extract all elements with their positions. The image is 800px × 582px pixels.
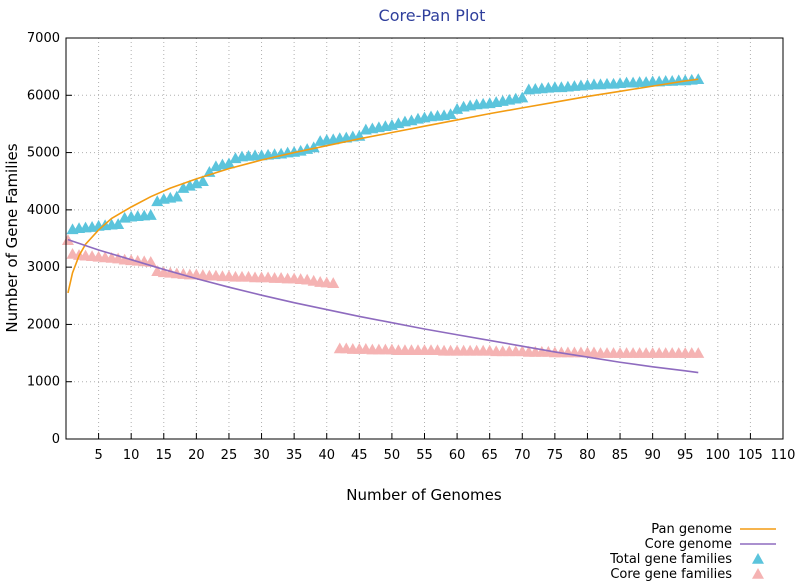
x-tick-label: 15	[155, 448, 172, 463]
x-tick-label: 90	[644, 448, 661, 463]
y-tick-label: 7000	[27, 31, 60, 46]
x-tick-label: 60	[449, 448, 466, 463]
x-tick-label: 40	[318, 448, 335, 463]
total-gene-families-legend-swatch	[752, 553, 764, 564]
x-tick-label: 70	[514, 448, 531, 463]
x-tick-label: 35	[286, 448, 303, 463]
y-tick-label: 5000	[27, 146, 60, 161]
total-gene-families-point	[692, 73, 705, 85]
x-tick-label: 65	[481, 448, 498, 463]
total-gene-families-point	[144, 209, 157, 220]
total-gene-families-point	[444, 108, 457, 119]
x-tick-label: 45	[351, 448, 368, 463]
y-tick-label: 6000	[27, 88, 60, 103]
x-tick-label: 85	[612, 448, 629, 463]
total-gene-families-legend-label: Total gene families	[609, 552, 732, 567]
core-gene-families-point	[692, 347, 705, 358]
y-axis-ticks: 0 1000 2000 3000 4000 5000 6000 7000	[27, 31, 72, 447]
x-tick-label: 100	[705, 448, 730, 463]
x-tick-label: 20	[188, 448, 205, 463]
plot-area	[61, 73, 705, 374]
x-tick-label: 25	[221, 448, 238, 463]
x-tick-label: 105	[738, 448, 763, 463]
core-gene-families-legend-label: Core gene families	[610, 567, 732, 582]
core-gene-families-point	[327, 277, 340, 288]
pan-genome-legend-label: Pan genome	[651, 522, 732, 537]
x-tick-label: 55	[416, 448, 433, 463]
y-tick-label: 4000	[27, 203, 60, 218]
x-tick-label: 110	[771, 448, 796, 463]
y-tick-label: 3000	[27, 260, 60, 275]
y-tick-label: 0	[52, 432, 60, 447]
total-gene-families-point	[516, 91, 529, 103]
y-tick-label: 2000	[27, 317, 60, 332]
x-tick-label: 10	[123, 448, 140, 463]
x-tick-label: 80	[579, 448, 596, 463]
chart-title: Core-Pan Plot	[379, 6, 486, 25]
x-tick-label: 50	[384, 448, 401, 463]
x-axis-ticks: 5 10 15 20 25 30 35 40 45 50 55 60 65 70 75 80 85 90 95 100…	[94, 433, 795, 463]
total-gene-families-point	[196, 175, 209, 187]
x-tick-label: 75	[547, 448, 564, 463]
x-tick-label: 5	[94, 448, 102, 463]
x-tick-label: 95	[677, 448, 694, 463]
total-gene-families-point	[170, 190, 183, 202]
core-gene-families-legend-swatch	[752, 568, 764, 579]
x-axis-label: Number of Genomes	[346, 486, 502, 504]
core-gene-families-series	[61, 234, 705, 358]
y-axis-label: Number of Gene Families	[3, 143, 21, 332]
x-tick-label: 30	[253, 448, 270, 463]
pan-genome-line	[67, 78, 699, 294]
core-gene-families-point	[61, 234, 74, 246]
total-gene-families-point	[222, 157, 235, 169]
y-tick-label: 1000	[27, 375, 60, 390]
total-gene-families-point	[112, 218, 125, 229]
grid	[66, 38, 784, 439]
core-genome-line	[67, 238, 699, 374]
core-genome-legend-label: Core genome	[645, 537, 732, 552]
